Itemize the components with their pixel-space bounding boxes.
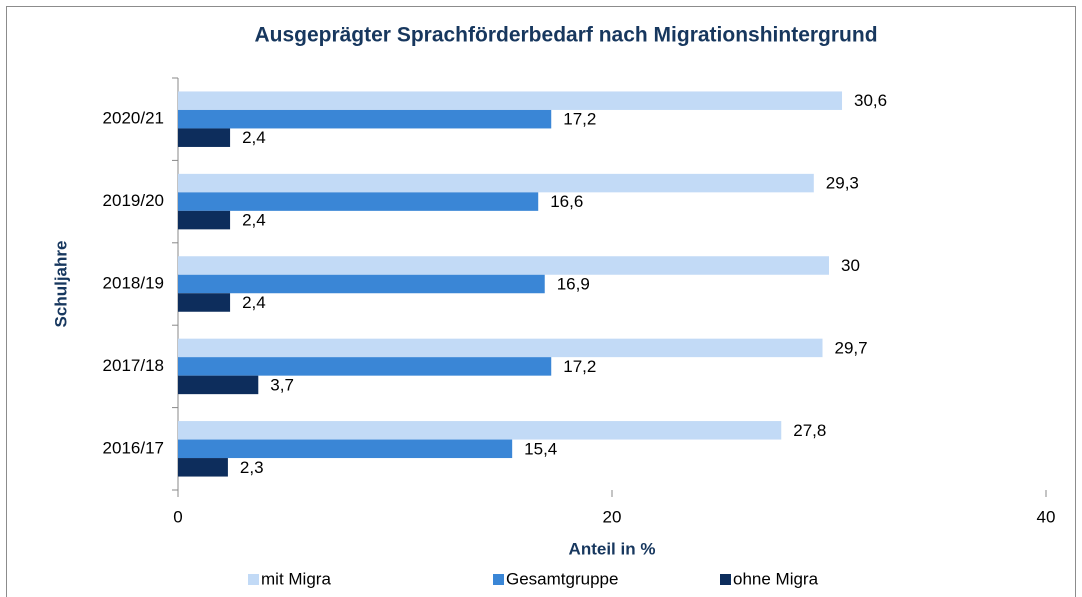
bar: [178, 357, 552, 376]
legend-label: mit Migra: [261, 569, 331, 588]
data-label: 2,4: [242, 293, 266, 312]
data-label: 30: [841, 256, 860, 275]
y-tick-label: 2019/20: [103, 191, 164, 210]
y-tick-label: 2016/17: [103, 438, 164, 457]
data-label: 15,4: [524, 439, 557, 458]
bar: [178, 91, 843, 110]
legend-swatch: [720, 574, 731, 585]
bar: [178, 458, 228, 477]
legend-label: ohne Migra: [733, 569, 819, 588]
data-label: 2,4: [242, 128, 266, 147]
bar: [178, 192, 539, 211]
data-label: 29,3: [826, 174, 859, 193]
data-label: 16,6: [550, 192, 583, 211]
bar: [178, 173, 814, 193]
data-label: 27,8: [793, 421, 826, 440]
x-tick-label: 20: [603, 507, 622, 526]
bar: [178, 256, 829, 275]
bar: [178, 274, 545, 294]
x-tick-label: 0: [173, 507, 182, 526]
legend-label: Gesamtgruppe: [506, 569, 618, 588]
data-label: 30,6: [854, 91, 887, 110]
data-label: 3,7: [270, 375, 294, 394]
bar: [178, 210, 231, 230]
data-label: 2,4: [242, 211, 266, 230]
legend-swatch: [493, 574, 504, 585]
bar: [178, 128, 231, 147]
x-axis-label: Anteil in %: [569, 539, 656, 558]
bar: [178, 375, 259, 395]
chart-title: Ausgeprägter Sprachförderbedarf nach Mig…: [254, 24, 877, 47]
bar: [178, 293, 231, 312]
legend-swatch: [248, 574, 259, 585]
bar: [178, 439, 513, 459]
data-label: 29,7: [834, 338, 867, 357]
data-label: 17,2: [563, 110, 596, 129]
y-axis-label: Schuljahre: [51, 241, 70, 328]
data-label: 17,2: [563, 357, 596, 376]
x-tick-label: 40: [1037, 507, 1056, 526]
bar: [178, 421, 782, 440]
bar: [178, 109, 552, 129]
y-tick-label: 2018/19: [103, 273, 164, 292]
data-label: 16,9: [557, 274, 590, 293]
y-tick-label: 2020/21: [103, 109, 164, 128]
bar: [178, 338, 823, 358]
data-label: 2,3: [240, 458, 264, 477]
y-tick-label: 2017/18: [103, 356, 164, 375]
